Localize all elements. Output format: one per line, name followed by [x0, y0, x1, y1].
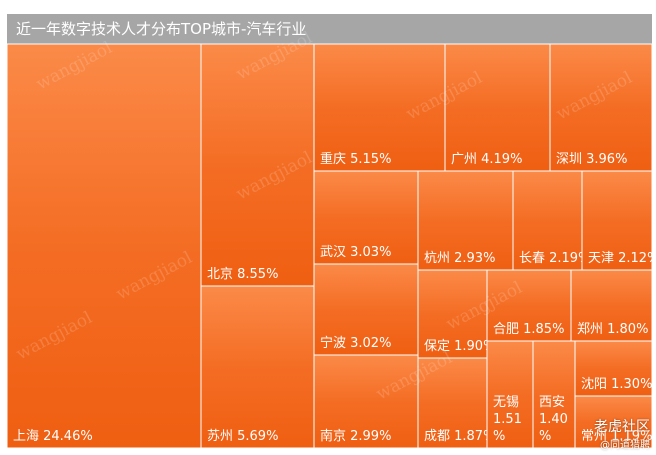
tile-label: 常州 1.19%: [581, 429, 652, 444]
tile-label: 成都 1.87%: [424, 429, 495, 444]
tile-label: 西安 1.40%: [539, 395, 568, 444]
tile-8: 宁波 3.02%: [313, 263, 419, 356]
tile-rect: [574, 395, 653, 449]
tile-rect: [313, 263, 419, 356]
tile-7: 武汉 3.03%: [313, 170, 419, 265]
tile-label: 合肥 1.85%: [493, 322, 564, 337]
tile-label: 上海 24.46%: [13, 429, 93, 444]
tile-rect: [570, 269, 653, 342]
tile-11: 长春 2.19%: [512, 170, 590, 271]
tile-12: 天津 2.12%: [581, 170, 656, 271]
tile-rect: [444, 43, 551, 172]
tile-18: 西安 1.40%: [532, 340, 576, 449]
tile-14: 成都 1.87%: [417, 357, 495, 449]
tile-rect: [313, 43, 446, 172]
tile-3: 苏州 5.69%: [200, 285, 315, 449]
tile-1: 上海 24.46%: [6, 43, 202, 449]
tile-rect: [486, 269, 572, 342]
tile-20: 常州 1.19%: [574, 395, 653, 449]
tile-2: 北京 8.55%: [200, 43, 315, 287]
tile-label: 杭州 2.93%: [424, 251, 495, 266]
brand-handle: @同道猎聘: [600, 440, 650, 451]
treemap-tiles: 上海 24.46% 北京 8.55% 苏州 5.69% 重庆 5.15% 广州 4.19…: [6, 43, 656, 449]
tile-rect: [6, 43, 202, 449]
tile-10: 杭州 2.93%: [417, 170, 514, 271]
tile-label: 深圳 3.96%: [556, 152, 627, 167]
chart-title: 近一年数字技术人才分布TOP城市-汽车行业: [7, 14, 652, 44]
tile-13: 保定 1.90%: [417, 269, 495, 359]
tile-4: 重庆 5.15%: [313, 43, 446, 172]
brand-badge: 老虎社区 @同道猎聘: [594, 416, 650, 451]
tile-5: 广州 4.19%: [444, 43, 551, 172]
tile-label: 北京 8.55%: [207, 267, 278, 282]
tile-label: 无锡 1.51%: [493, 395, 522, 444]
tile-rect: [417, 170, 514, 271]
tile-label: 南京 2.99%: [320, 428, 391, 444]
brand-name: 老虎社区: [594, 419, 650, 435]
tile-17: 无锡 1.51%: [486, 340, 534, 449]
tile-16: 郑州 1.80%: [570, 269, 653, 342]
tile-label: 天津 2.12%: [588, 251, 656, 266]
tile-label: 长春 2.19%: [519, 251, 590, 266]
tile-label: 保定 1.90%: [424, 339, 495, 354]
tile-19: 沈阳 1.30%: [574, 340, 653, 397]
tile-label: 宁波 3.02%: [320, 335, 391, 351]
tile-rect: [417, 269, 488, 359]
tile-label: 苏州 5.69%: [207, 428, 278, 444]
tile-label: 武汉 3.03%: [320, 245, 391, 260]
tile-label: 重庆 5.15%: [320, 151, 391, 167]
tile-label: 沈阳 1.30%: [581, 377, 652, 392]
tile-rect: [200, 43, 315, 287]
tile-9: 南京 2.99%: [313, 354, 419, 449]
tile-rect: [417, 357, 488, 449]
tile-rect: [486, 340, 534, 449]
tile-rect: [200, 285, 315, 449]
tile-15: 合肥 1.85%: [486, 269, 572, 342]
tile-label: 广州 4.19%: [451, 152, 522, 167]
tile-label: 郑州 1.80%: [577, 322, 648, 337]
tile-rect: [581, 170, 653, 271]
